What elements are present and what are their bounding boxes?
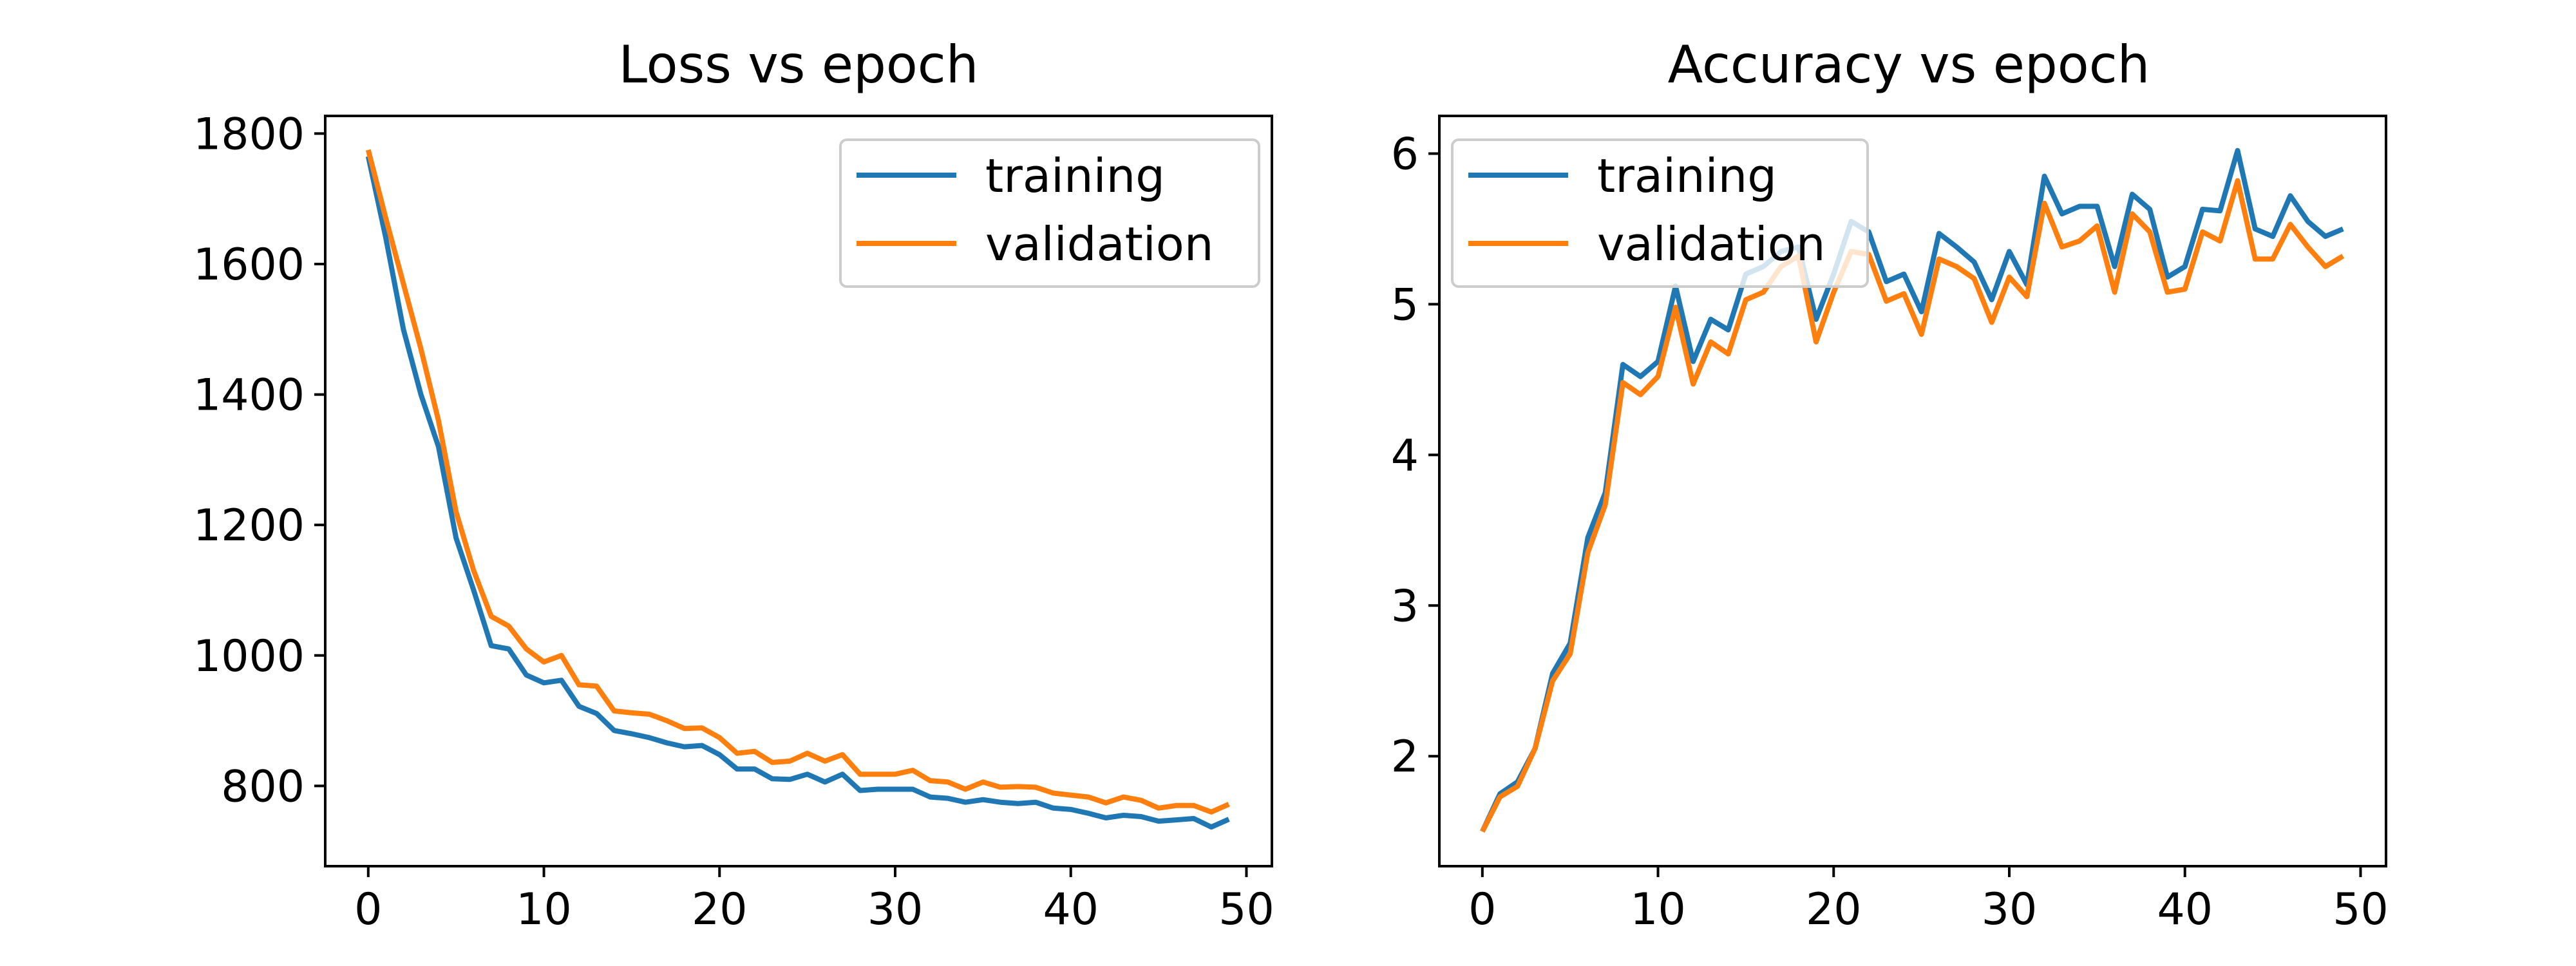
y-tick-label: 3 xyxy=(1391,581,1419,632)
loss-chart-frame xyxy=(324,115,1273,867)
legend-label-training: training xyxy=(1597,149,1777,203)
x-tick-label: 30 xyxy=(1982,884,2038,935)
accuracy-chart-legend: training validation xyxy=(1451,138,1869,288)
legend-label-training: training xyxy=(985,149,1165,203)
y-tick-label: 1200 xyxy=(193,500,305,551)
series-line-validation xyxy=(1480,178,2345,833)
y-tick-label: 1600 xyxy=(193,240,305,290)
x-tick-label: 40 xyxy=(2157,884,2213,935)
y-tick-label: 1800 xyxy=(193,109,305,160)
x-tick-label: 10 xyxy=(516,884,572,935)
x-tick-label: 50 xyxy=(1218,884,1274,935)
series-line-training xyxy=(1480,147,2344,833)
y-tick-label: 800 xyxy=(221,761,305,812)
x-tick-label: 40 xyxy=(1043,884,1099,935)
x-tick-label: 0 xyxy=(354,884,382,935)
x-tick-label: 20 xyxy=(692,884,748,935)
accuracy-chart-ticks: 0 10 20 30 40 50 2 3 4 5 6 xyxy=(1391,129,2389,935)
y-tick-label: 5 xyxy=(1391,279,1419,330)
accuracy-chart-frame xyxy=(1438,115,2387,867)
y-tick-label: 4 xyxy=(1391,430,1419,481)
loss-chart: Loss vs epoch 0 10 20 30 40 50 800 1000 1200 1400… xyxy=(193,35,1274,935)
loss-chart-ticks: 0 10 20 30 40 50 800 1000 1200 1400 1600 1800 xyxy=(193,109,1274,935)
accuracy-chart-lines xyxy=(1480,147,2345,833)
y-tick-label: 6 xyxy=(1391,129,1419,180)
legend-label-validation: validation xyxy=(985,217,1213,271)
x-tick-label: 50 xyxy=(2333,884,2389,935)
y-tick-label: 1400 xyxy=(193,370,305,421)
series-line-training xyxy=(365,155,1230,830)
loss-chart-lines xyxy=(365,149,1230,830)
loss-chart-title: Loss vs epoch xyxy=(619,35,979,95)
x-tick-label: 20 xyxy=(1806,884,1862,935)
x-tick-label: 10 xyxy=(1630,884,1686,935)
legend-label-validation: validation xyxy=(1597,217,1825,271)
x-tick-label: 30 xyxy=(867,884,923,935)
series-line-validation xyxy=(365,149,1230,815)
accuracy-chart-title: Accuracy vs epoch xyxy=(1668,35,2150,95)
loss-chart-legend: training validation xyxy=(839,138,1260,288)
y-tick-label: 2 xyxy=(1391,732,1419,782)
y-tick-label: 1000 xyxy=(193,631,305,682)
x-tick-label: 0 xyxy=(1468,884,1496,935)
accuracy-chart: Accuracy vs epoch 0 10 20 30 40 50 2 3 4 5 6 train… xyxy=(1391,35,2389,935)
